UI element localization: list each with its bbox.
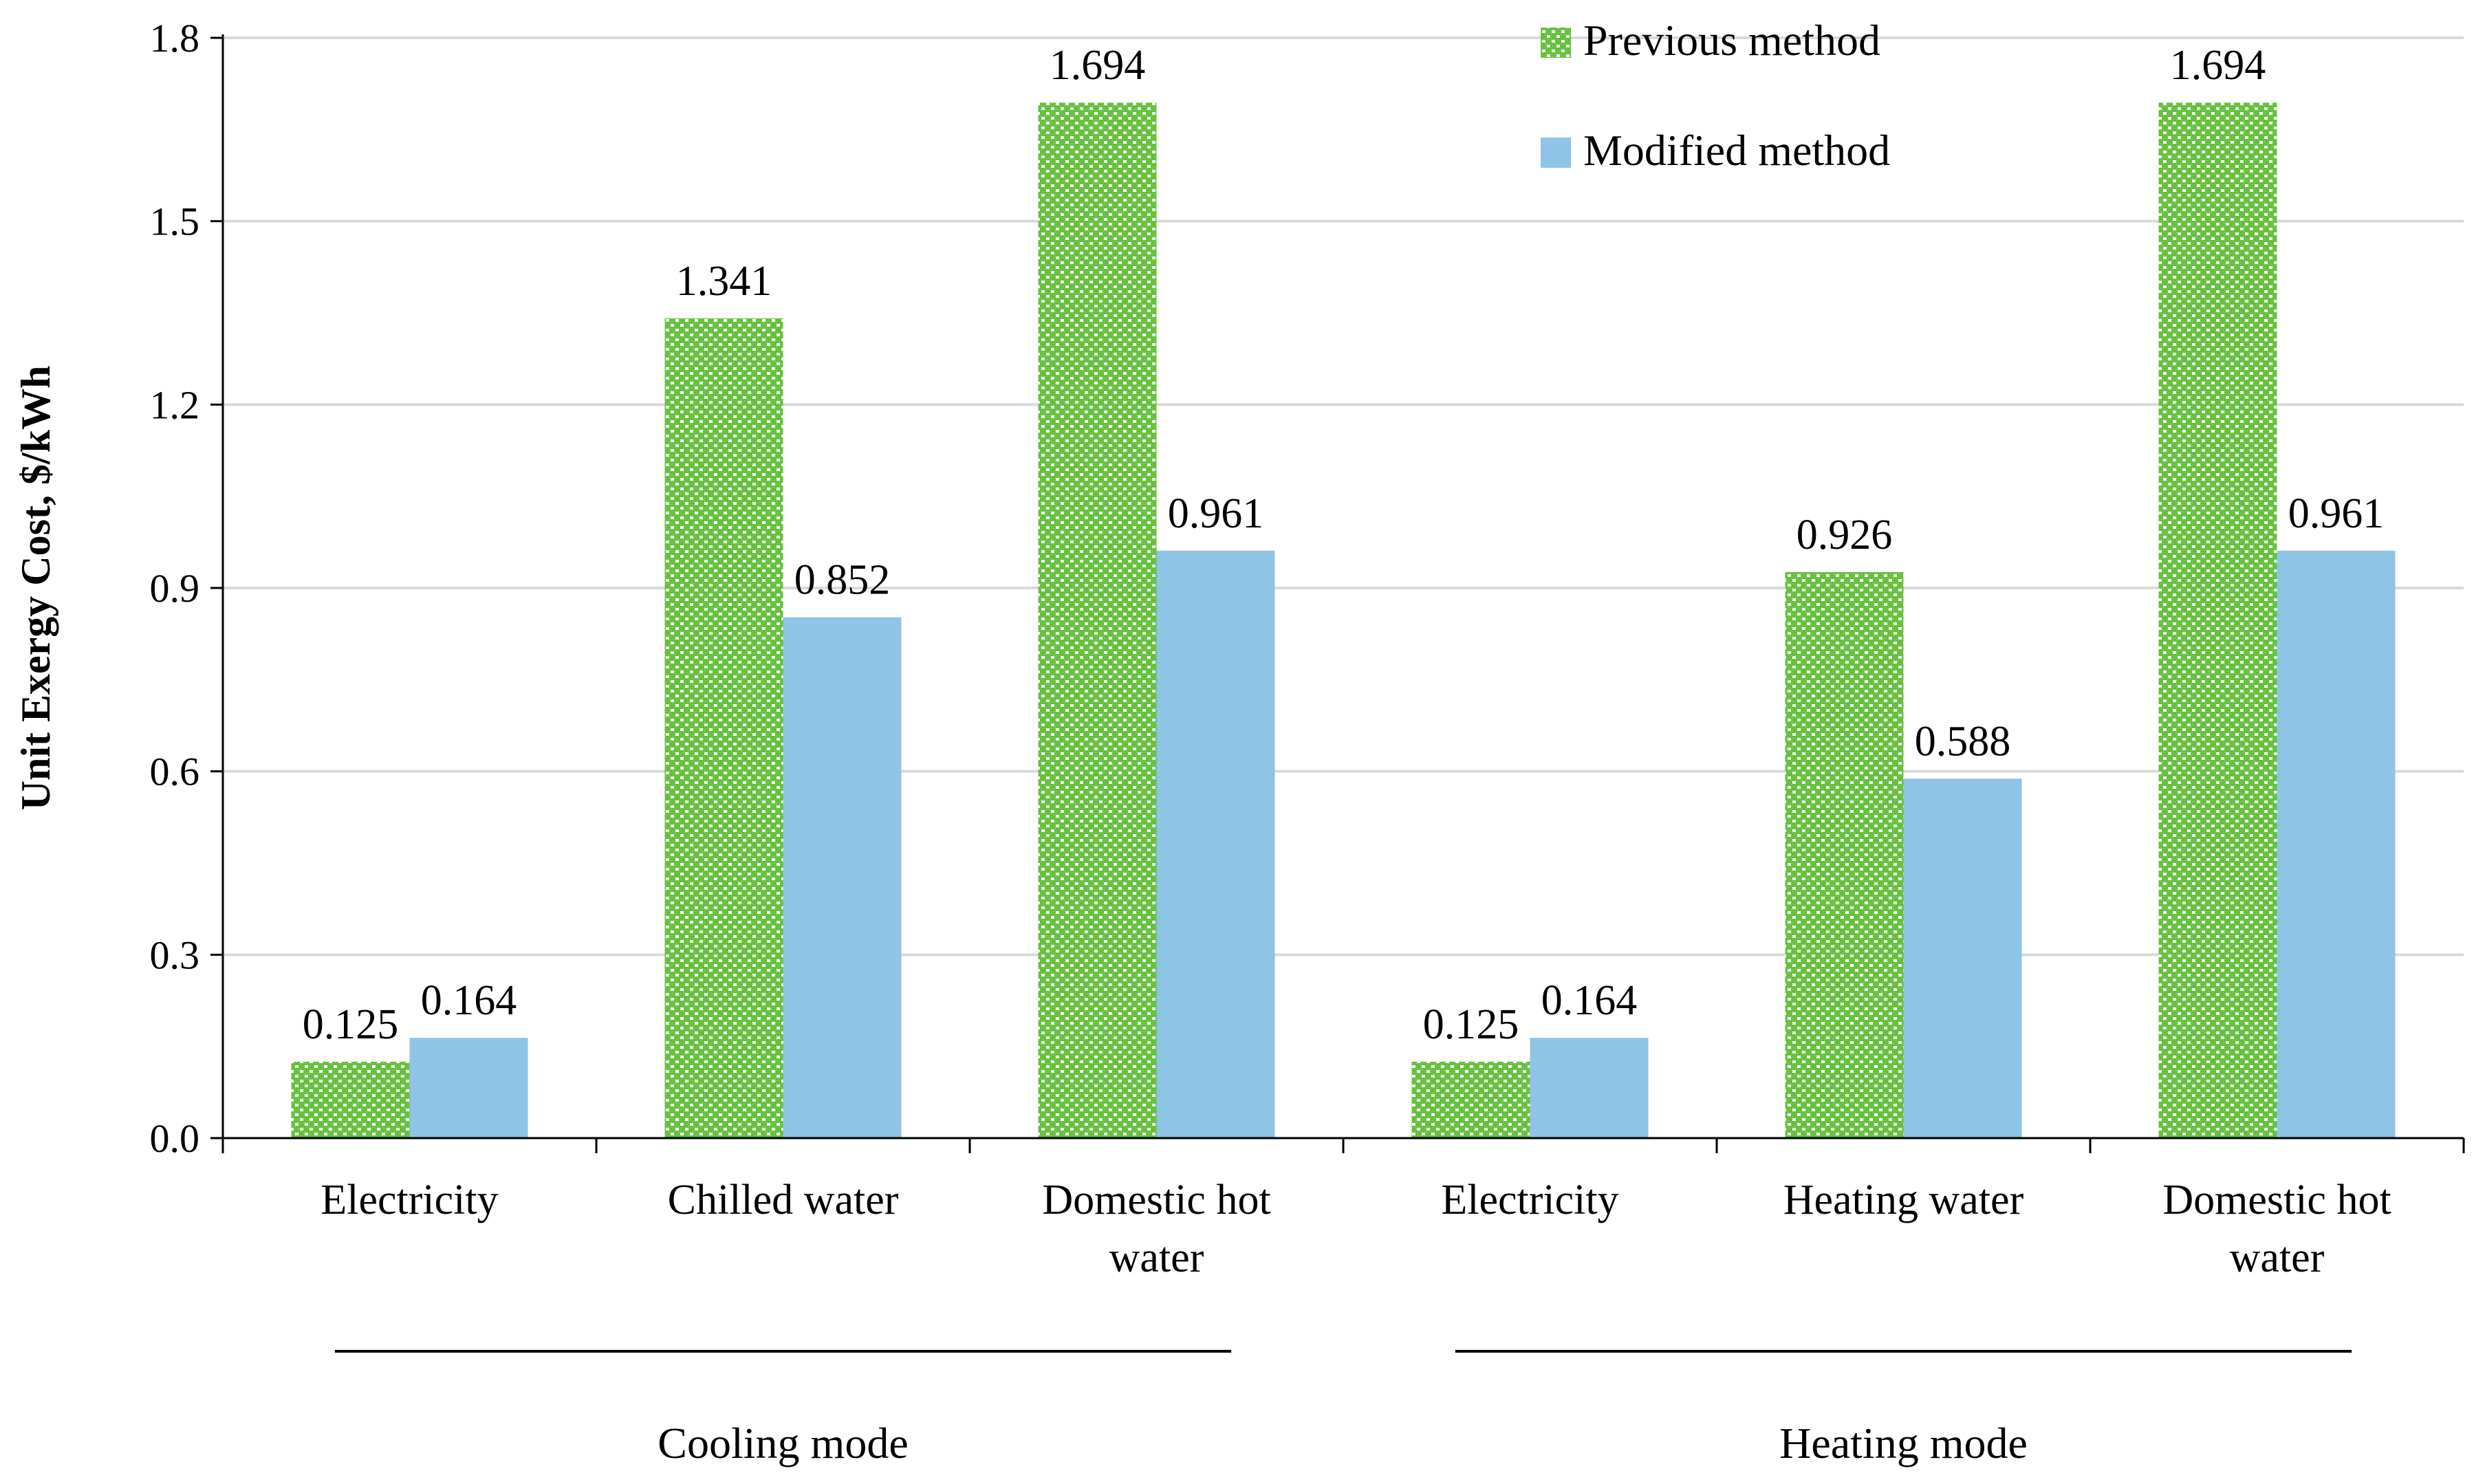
data-label: 0.125 [303,1001,399,1048]
bar-previous-method [1038,102,1157,1139]
data-label: 0.164 [421,977,517,1024]
data-label: 0.164 [1541,977,1638,1024]
y-tick-label: 0.6 [150,750,200,794]
bar-previous-method [2158,102,2277,1139]
data-label: 0.961 [1168,490,1264,537]
group-label: Heating mode [1779,1419,2028,1467]
y-axis-label: Unit Exergy Cost, $/kWh [13,366,58,811]
bar-modified-method [1903,778,2022,1138]
x-category-label: Electricity [321,1177,498,1223]
data-label: 0.852 [794,557,891,604]
legend-label: Modified method [1583,126,1890,175]
x-category-label: water [1109,1234,1204,1281]
bar-modified-method [2277,550,2396,1138]
x-category-label: Domestic hot [2162,1177,2391,1223]
y-tick-label: 1.5 [150,199,200,244]
bar-modified-method [1156,550,1275,1138]
data-label: 1.694 [1050,42,1146,89]
bar-previous-method [291,1061,410,1138]
bar-modified-method [783,617,902,1138]
y-tick-label: 0.0 [150,1116,200,1161]
x-category-label: Heating water [1783,1177,2024,1223]
bar-previous-method [1785,571,1904,1138]
x-category-label: water [2230,1234,2325,1281]
data-label: 1.694 [2170,42,2266,89]
bar-modified-method [409,1038,528,1138]
data-label: 0.125 [1423,1001,1519,1048]
x-category-label: Chilled water [668,1177,899,1223]
bar-previous-method [1411,1061,1530,1138]
y-tick-label: 0.9 [150,566,200,611]
y-tick-label: 1.2 [150,382,200,427]
legend-swatch [1541,28,1571,58]
legend-label: Previous method [1583,16,1880,65]
bar-modified-method [1530,1038,1649,1138]
group-label: Cooling mode [658,1419,908,1467]
x-category-label: Electricity [1441,1177,1618,1223]
y-tick-label: 0.3 [150,932,200,977]
data-label: 0.926 [1797,512,1893,558]
data-label: 0.588 [1915,718,2011,765]
data-label: 1.341 [676,258,772,305]
y-tick-label: 1.8 [150,16,200,61]
data-label: 0.961 [2288,490,2385,537]
x-category-label: Domestic hot [1042,1177,1270,1223]
bar-previous-method [664,318,783,1138]
legend-swatch [1541,138,1571,168]
